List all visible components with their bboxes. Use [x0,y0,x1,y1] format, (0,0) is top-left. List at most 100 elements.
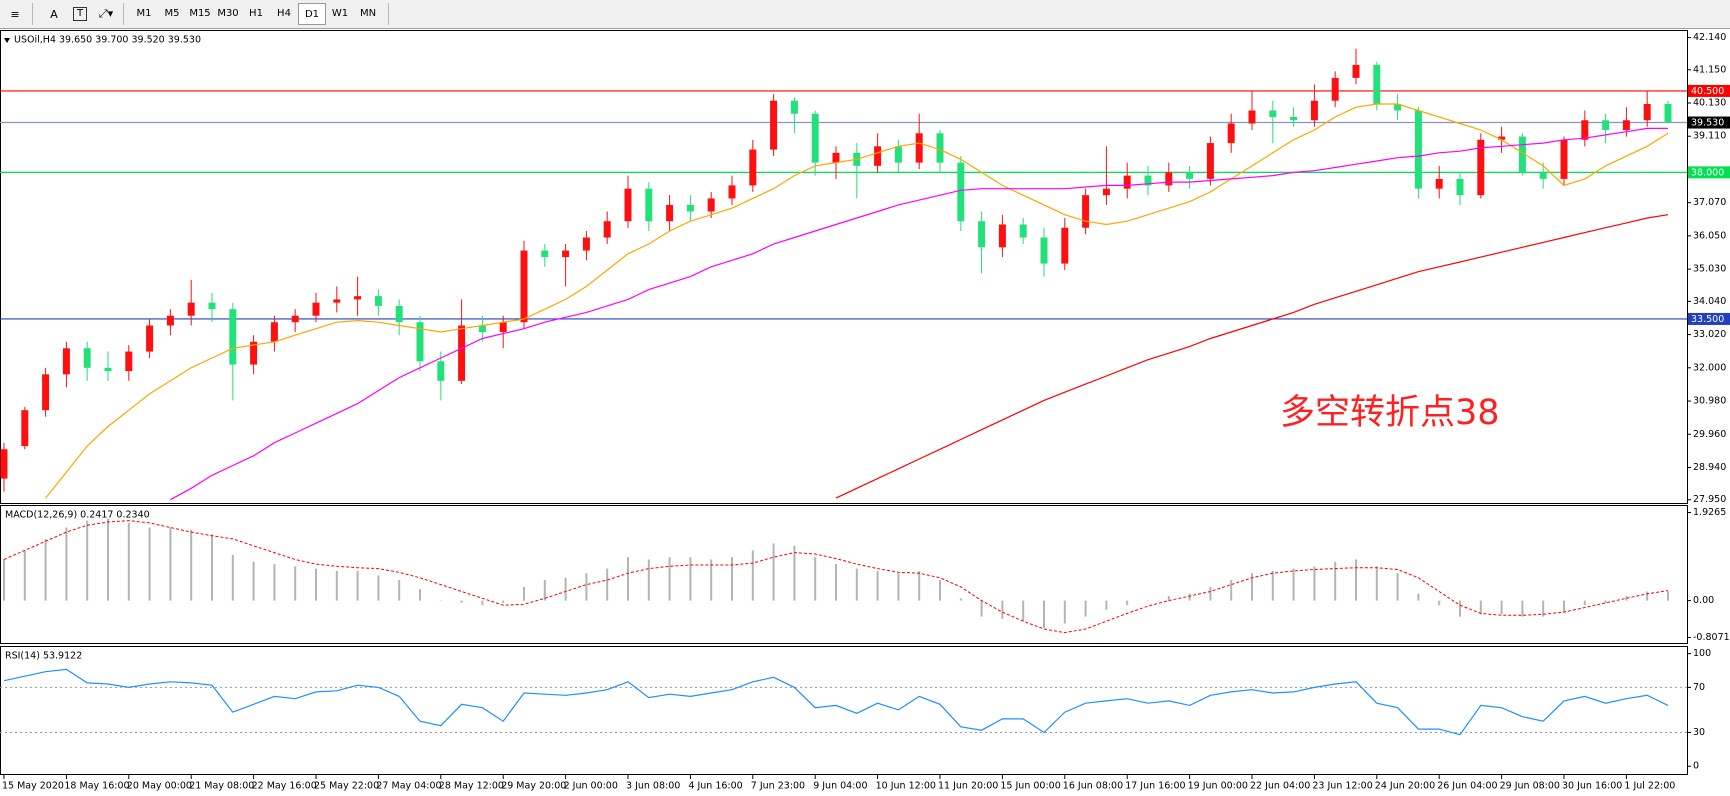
macd-bar [1084,600,1087,617]
macd-bar [1063,600,1066,624]
timeframe-button[interactable]: M30 [217,8,239,19]
text-tool[interactable]: A [50,7,58,21]
timeframe-button[interactable]: M1 [136,8,152,19]
macd-bar [1375,566,1378,601]
macd-signal [3,520,1669,634]
macd-bar [1147,600,1149,602]
x-tick-label: 22 May 16:00 [252,781,317,792]
macd-bar [65,527,68,601]
candle-body [229,309,237,365]
macd-bar [627,557,629,601]
candle-body [790,100,798,114]
macd-bar [980,600,983,617]
candle-body [603,221,611,238]
candle-body [416,322,424,362]
x-tick-label: 16 Jun 08:00 [1063,781,1123,792]
candle-body [42,374,50,411]
candle-body [562,250,570,258]
candle-body [1206,143,1214,179]
x-tick-label: 3 Jun 08:00 [626,781,680,792]
macd-bar [1167,596,1170,601]
arrows-tool[interactable]: ⤢▾ [98,7,114,20]
candle-body [1352,64,1360,78]
macd-bar [897,573,900,601]
timeframe-button[interactable]: M5 [164,8,180,19]
menu-icon[interactable]: ≡ [10,7,20,21]
macd-bar [751,550,754,601]
y-tick-label: 100 [1693,648,1711,659]
candle-body [104,367,112,372]
x-tick-label: 21 May 08:00 [189,781,254,792]
x-tick-label: 7 Jun 23:00 [751,781,805,792]
macd-bar [460,600,463,603]
candle-body [146,325,154,352]
x-tick-label: 27 May 04:00 [376,781,441,792]
candle-body [437,361,445,381]
macd-bar [1355,559,1357,601]
macd-bar [855,568,858,601]
candle-body [1040,237,1048,264]
candle-body [811,113,819,163]
macd-bar [606,568,609,601]
macd-bar [1043,600,1045,629]
macd-bar [273,564,276,601]
rsi-line [3,668,1669,736]
y-tick-label: 33.020 [1693,329,1726,340]
macd-bar [1271,570,1274,601]
macd-bar [1417,593,1420,601]
candle-body [1331,77,1339,101]
macd-bar [523,586,525,601]
candle-body [1102,188,1110,196]
macd-bar [356,570,359,601]
y-tick-label: 27.950 [1693,494,1726,505]
macd-bar [148,527,151,601]
x-tick-label: 2 Jun 00:00 [564,781,618,792]
macd-bar [294,566,297,601]
candle-body [707,198,715,212]
candle-body [458,325,466,381]
candles [0,48,1687,501]
candle-body [1310,100,1318,121]
x-tick-label: 30 Jun 16:00 [1562,781,1622,792]
y-tick-label: 37.070 [1693,197,1726,208]
panel-frame [0,505,1688,644]
x-tick-label: 1 Jul 22:00 [1624,781,1675,792]
candle-body [936,133,944,163]
macd-bar [647,559,650,601]
x-tick-label: 11 Jun 20:00 [938,781,998,792]
x-tick-label: 29 Jun 08:00 [1500,781,1560,792]
timeframe-button[interactable]: H1 [249,8,263,19]
macd-bar [231,554,234,601]
macd-bar [689,557,692,601]
timeframe-button[interactable]: MN [359,8,377,19]
candle-body [478,325,486,332]
x-tick-label: 28 May 12:00 [439,781,504,792]
macd-bar [731,557,733,601]
macd-bar [252,561,255,601]
macd-bar [793,545,796,601]
macd-bar [1001,600,1004,619]
macd-bar [1521,600,1524,617]
y-tick-label: 30.980 [1693,396,1726,407]
macd-bar [1646,591,1649,601]
level-label-box [1688,84,1730,97]
label-tool[interactable]: T [69,3,91,25]
macd-bar [211,534,213,601]
candle-body [1498,136,1506,140]
candle-body [624,188,632,222]
macd-bar [3,559,5,601]
candle-body [1061,227,1069,264]
macd-bar [315,568,317,601]
timeframe-button[interactable]: D1 [298,3,326,25]
timeframe-button[interactable]: W1 [331,8,349,19]
macd-bar [543,580,546,601]
timeframe-button[interactable]: H4 [277,8,291,19]
timeframe-button[interactable]: M15 [189,8,211,19]
separator [32,3,33,25]
candle-body [1269,110,1277,117]
macd-bar [502,600,505,603]
y-tick-label: 28.940 [1693,462,1726,473]
panel-title: USOil,H4 39.650 39.700 39.520 39.530 [14,35,201,46]
